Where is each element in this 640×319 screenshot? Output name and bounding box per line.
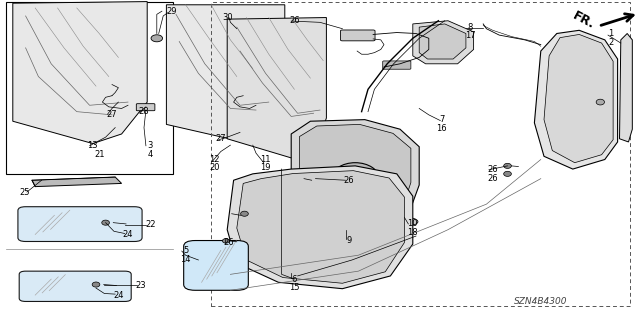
Ellipse shape [312,176,319,181]
Polygon shape [534,30,618,169]
Text: FR.: FR. [571,10,597,32]
Text: 7: 7 [439,115,444,124]
Text: 26: 26 [289,16,300,25]
FancyBboxPatch shape [18,207,142,241]
Text: 26: 26 [488,174,498,183]
Text: 13: 13 [88,141,98,150]
Text: 26: 26 [224,238,234,247]
Polygon shape [291,120,419,234]
Text: 30: 30 [222,13,232,22]
Text: 18: 18 [408,228,418,237]
Text: 22: 22 [145,220,156,229]
Text: 28: 28 [139,107,149,116]
Text: 26: 26 [488,165,498,174]
Ellipse shape [151,35,163,42]
Polygon shape [166,5,285,142]
Bar [6,2,173,174]
Text: 24: 24 [113,291,124,300]
FancyBboxPatch shape [383,61,411,69]
Text: 17: 17 [465,31,476,40]
Polygon shape [32,177,122,187]
Polygon shape [620,33,632,142]
Text: 19: 19 [260,163,271,172]
Text: 5: 5 [183,246,188,255]
Ellipse shape [241,211,248,216]
Ellipse shape [223,239,230,243]
FancyBboxPatch shape [340,30,375,41]
Ellipse shape [102,220,109,225]
Text: 10: 10 [408,219,418,228]
Ellipse shape [391,217,418,226]
FancyBboxPatch shape [19,271,131,301]
Text: 8: 8 [468,23,473,32]
Ellipse shape [349,174,362,182]
Ellipse shape [92,282,100,287]
Text: 9: 9 [346,236,351,245]
Ellipse shape [596,99,605,105]
Text: SZN4B4300: SZN4B4300 [514,297,568,306]
Polygon shape [227,166,413,289]
Text: 3: 3 [148,141,153,150]
Ellipse shape [341,169,370,188]
Text: 4: 4 [148,150,153,159]
Ellipse shape [332,163,380,195]
Text: 25: 25 [19,189,29,197]
Text: 27: 27 [216,134,226,143]
Polygon shape [13,2,147,144]
Text: 21: 21 [94,150,104,159]
Polygon shape [227,18,326,158]
Text: 23: 23 [136,281,146,290]
Text: 15: 15 [289,283,300,292]
Text: 29: 29 [166,7,177,16]
Text: 2: 2 [609,38,614,47]
Ellipse shape [504,171,511,176]
Ellipse shape [504,163,511,168]
Text: 11: 11 [260,155,271,164]
Text: 6: 6 [292,275,297,284]
Text: 16: 16 [436,124,447,133]
Polygon shape [419,24,466,59]
Polygon shape [300,124,411,229]
Text: 1: 1 [609,29,614,38]
Polygon shape [237,171,404,283]
Polygon shape [544,34,613,163]
FancyBboxPatch shape [184,241,248,290]
FancyBboxPatch shape [136,104,155,111]
Text: 20: 20 [209,163,220,172]
Text: 27: 27 [107,110,117,119]
Text: 14: 14 [180,255,191,263]
Polygon shape [413,21,474,64]
Text: 24: 24 [123,230,133,239]
Text: 26: 26 [344,176,354,185]
Text: 12: 12 [209,155,220,164]
Bar [211,2,630,306]
